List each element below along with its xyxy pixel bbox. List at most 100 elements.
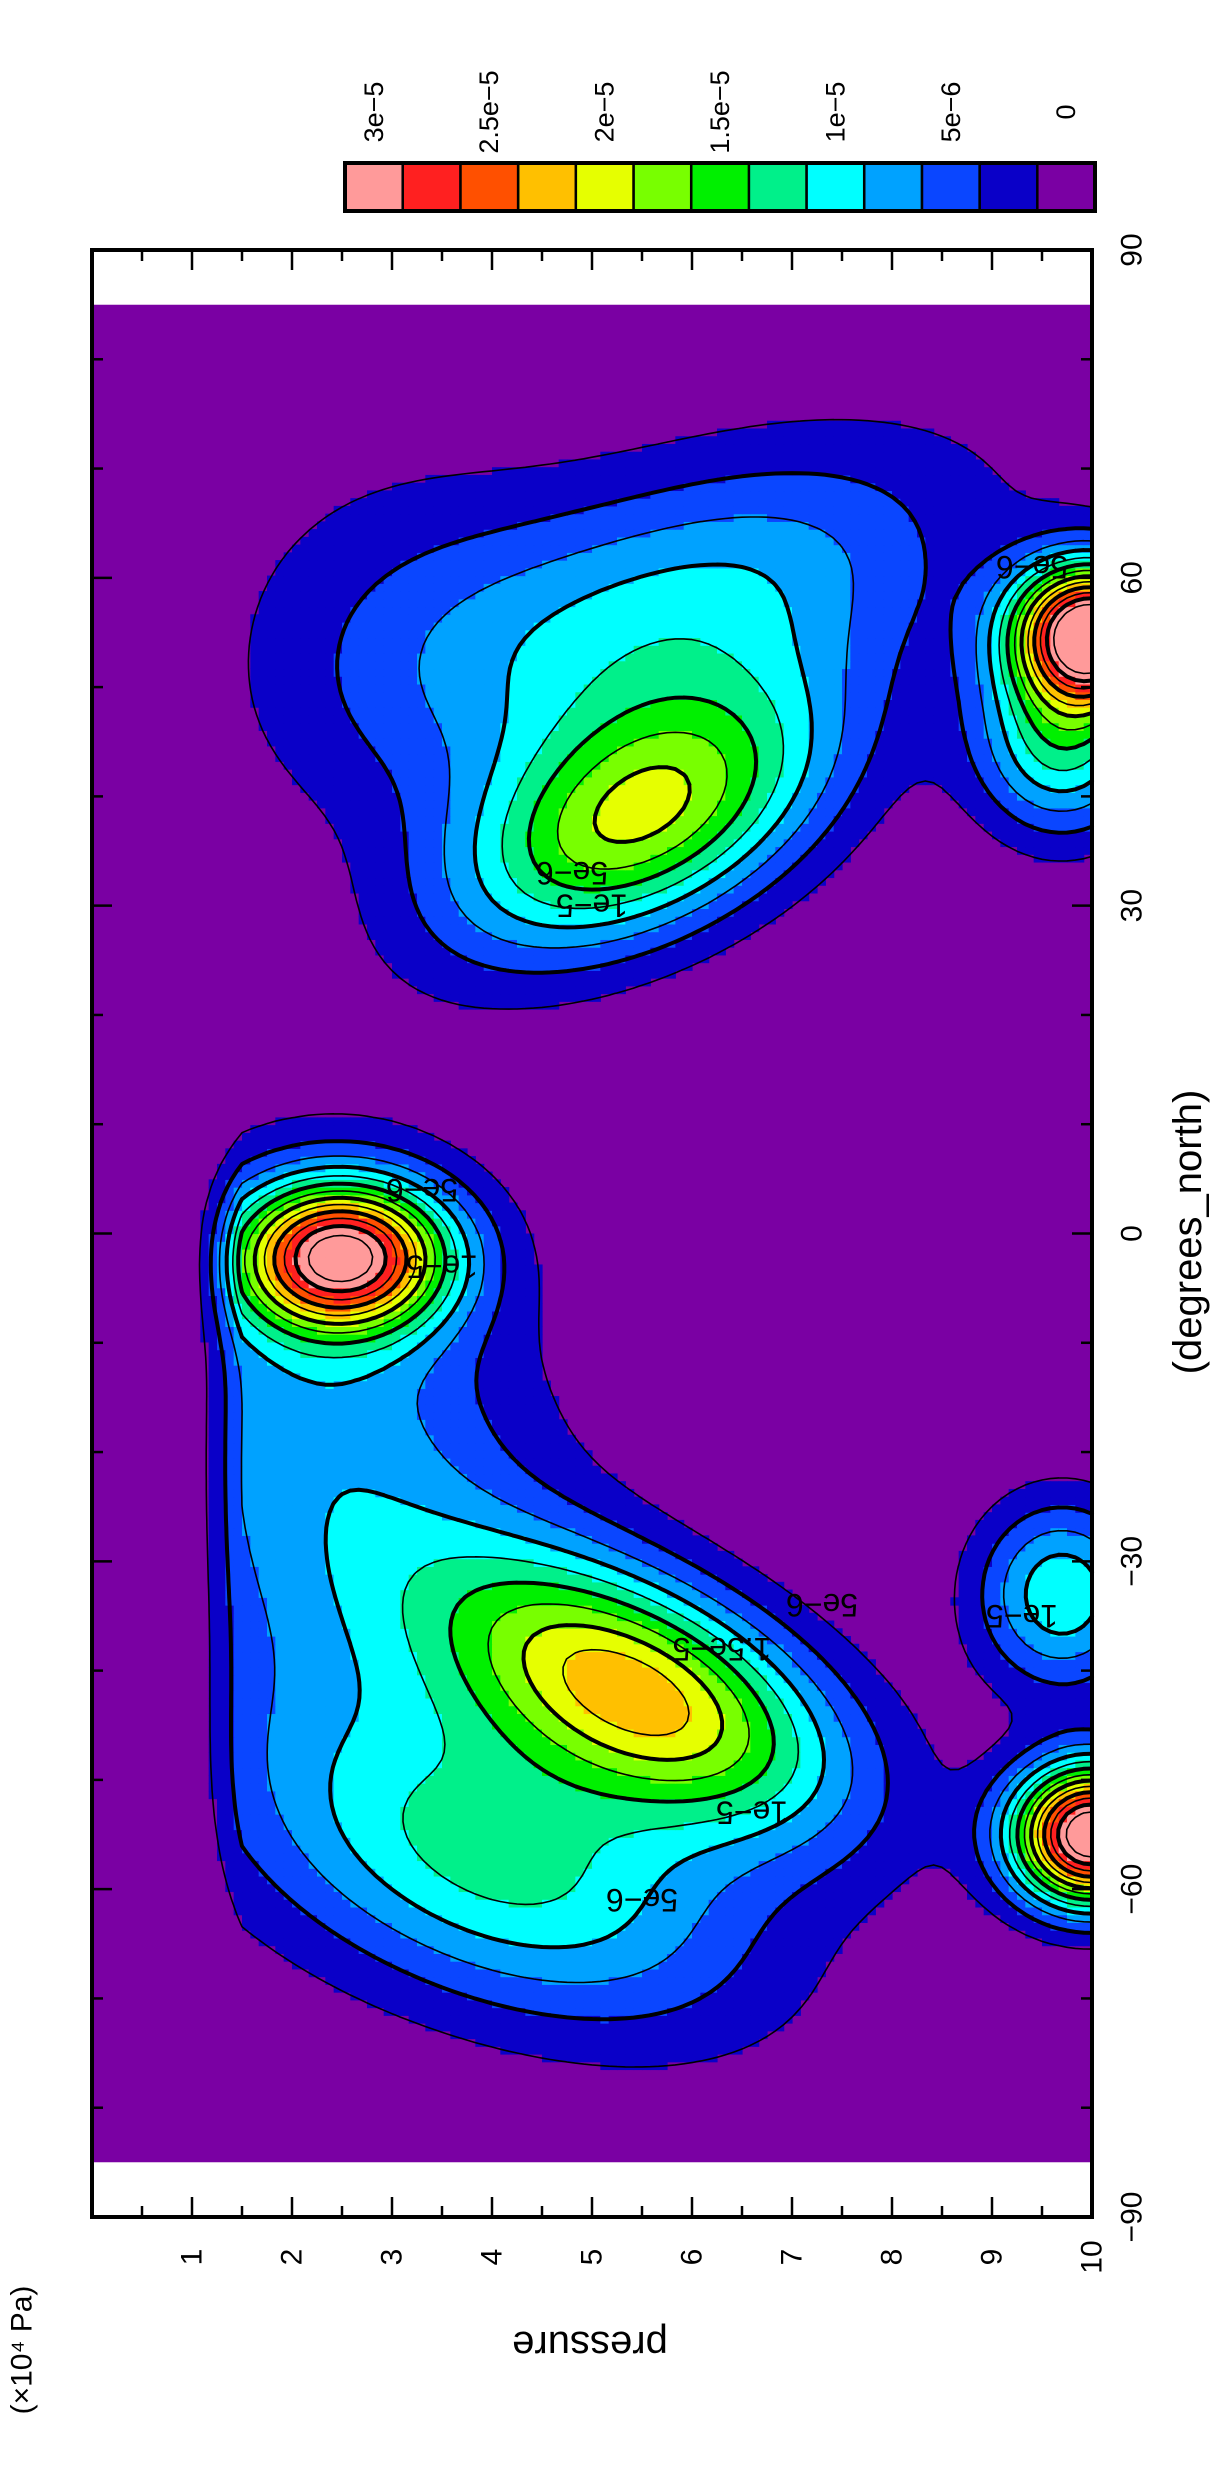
contour-band-cell: [458, 1930, 468, 1939]
contour-band-cell: [408, 1705, 418, 1715]
contour-band-cell: [833, 1875, 843, 1885]
contour-band-cell: [425, 1659, 435, 1668]
contour-band-cell: [658, 1752, 668, 1761]
contour-band-cell: [1075, 1922, 1085, 1931]
contour-band-cell: [925, 1845, 935, 1854]
contour-band-cell: [833, 1643, 843, 1653]
contour-band-cell: [225, 1875, 235, 1885]
contour-band-cell: [983, 1891, 993, 1900]
contour-band-cell: [825, 1721, 835, 1730]
contour-band-cell: [592, 1612, 601, 1622]
contour-band-cell: [700, 1945, 710, 1954]
contour-band-cell: [792, 1845, 801, 1854]
contour-band-cell: [725, 1899, 735, 1908]
contour-band-cell: [292, 1612, 301, 1622]
contour-band-cell: [425, 2023, 435, 2032]
contour-band-cell: [758, 1775, 768, 1784]
contour-band-cell: [958, 1845, 968, 1854]
contour-band-cell: [1008, 1674, 1018, 1684]
contour-band-cell: [225, 1775, 235, 1784]
contour-band-cell: [783, 1666, 793, 1676]
contour-band-cell: [392, 1937, 401, 1947]
contour-band-cell: [392, 1953, 401, 1962]
contour-band-cell: [217, 1666, 226, 1676]
contour-band-cell: [558, 2015, 568, 2024]
contour-band-cell: [433, 1682, 443, 1691]
contour-band-cell: [567, 1643, 576, 1653]
contour-band-cell: [208, 1752, 218, 1761]
contour-band-cell: [817, 1961, 826, 1970]
contour-band-cell: [792, 1906, 801, 1916]
contour-band-cell: [467, 1798, 476, 1807]
contour-band-cell: [292, 1736, 301, 1745]
contour-band-cell: [367, 1605, 376, 1614]
contour-band-cell: [617, 1674, 626, 1684]
contour-band-cell: [542, 2038, 551, 2047]
contour-band-cell: [608, 1798, 618, 1807]
contour-band-cell: [817, 1674, 826, 1684]
contour-band-cell: [900, 1721, 910, 1730]
contour-band-cell: [942, 1798, 951, 1807]
contour-band-cell: [675, 1705, 685, 1715]
contour-band-cell: [908, 1775, 918, 1784]
contour-band-cell: [1033, 1705, 1043, 1715]
contour-band-cell: [342, 1666, 351, 1676]
contour-band-cell: [333, 1961, 343, 1970]
contour-band-cell: [842, 1643, 851, 1653]
contour-band-cell: [658, 1690, 668, 1699]
contour-band-cell: [292, 1852, 301, 1862]
contour-band-cell: [975, 1883, 985, 1893]
contour-band-cell: [325, 1628, 335, 1637]
contour-band-cell: [683, 1845, 693, 1854]
contour-band-cell: [725, 1883, 735, 1893]
contour-band-cell: [400, 1860, 410, 1869]
contour-band-cell: [508, 1713, 518, 1722]
contour-band-cell: [750, 1752, 760, 1761]
contour-band-cell: [567, 1868, 576, 1877]
contour-band-cell: [617, 1767, 626, 1776]
contour-band-cell: [250, 1759, 260, 1769]
contour-band-cell: [492, 1821, 501, 1831]
contour-band-cell: [575, 2023, 585, 2032]
contour-band-cell: [475, 1775, 485, 1784]
contour-band-cell: [475, 1899, 485, 1908]
contour-band-cell: [800, 1875, 810, 1885]
contour-band-cell: [308, 1775, 318, 1784]
contour-band-cell: [525, 1875, 535, 1885]
contour-band-cell: [392, 1891, 401, 1900]
contour-band-cell: [658, 1891, 668, 1900]
contour-band-cell: [692, 1759, 701, 1769]
contour-band-cell: [567, 1674, 576, 1684]
contour-band-cell: [483, 1697, 493, 1707]
contour-band-cell: [825, 1767, 835, 1776]
contour-band-cell: [575, 1736, 585, 1745]
contour-band-cell: [642, 1845, 651, 1854]
contour-band-cell: [550, 1806, 560, 1815]
contour-band-cell: [650, 1875, 660, 1885]
contour-band-cell: [617, 1620, 626, 1629]
contour-band-cell: [308, 1961, 318, 1970]
contour-band-cell: [450, 1891, 460, 1900]
contour-band-cell: [692, 2046, 701, 2055]
contour-band-cell: [583, 1674, 593, 1684]
contour-band-cell: [225, 1845, 235, 1854]
contour-band-cell: [783, 1821, 793, 1831]
contour-band-cell: [717, 1690, 726, 1699]
contour-band-cell: [825, 1744, 835, 1753]
contour-band-cell: [542, 1914, 551, 1923]
contour-band-cell: [592, 1992, 601, 2001]
contour-band-cell: [517, 1852, 526, 1862]
contour-band-cell: [642, 1937, 651, 1947]
contour-band-cell: [608, 1752, 618, 1761]
contour-band-cell: [567, 1752, 576, 1761]
contour-band-cell: [1017, 1790, 1026, 1800]
contour-band-cell: [608, 1666, 618, 1676]
contour-band-cell: [233, 1798, 243, 1807]
contour-band-cell: [300, 1759, 310, 1769]
contour-band-cell: [642, 1883, 651, 1893]
contour-band-cell: [358, 1612, 368, 1622]
contour-band-cell: [792, 1999, 801, 2009]
contour-band-cell: [392, 1744, 401, 1753]
contour-band-cell: [433, 1945, 443, 1954]
contour-band-cell: [767, 1767, 776, 1776]
